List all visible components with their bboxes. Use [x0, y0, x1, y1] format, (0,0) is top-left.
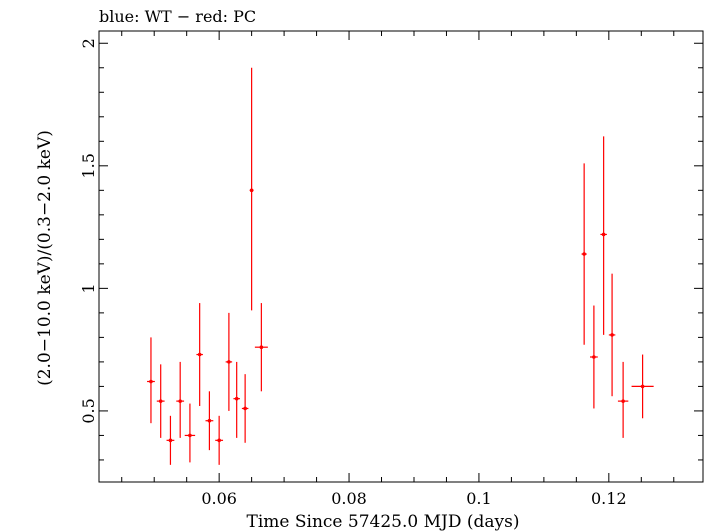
point-marker [582, 252, 586, 256]
x-tick-label: 0.12 [591, 489, 627, 508]
data-point [631, 354, 654, 419]
point-marker [178, 399, 182, 403]
plot-frame [98, 30, 704, 483]
y-axis-label: (2.0−10.0 keV)/(0.3−2.0 keV) [35, 130, 55, 386]
data-point [196, 303, 203, 407]
point-marker [610, 333, 614, 337]
data-point [617, 361, 629, 438]
point-marker [149, 379, 153, 384]
data-point [147, 337, 155, 424]
data-point [589, 305, 598, 409]
chart-title: blue: WT − red: PC [99, 7, 256, 26]
point-marker [234, 396, 239, 401]
data-point [166, 415, 175, 465]
point-marker [168, 438, 173, 443]
point-marker [621, 399, 625, 403]
y-tick-label: 0.5 [79, 398, 98, 423]
data-point [176, 361, 185, 438]
point-marker [243, 406, 247, 411]
point-marker [207, 418, 212, 423]
x-axis-label: Time Since 57425.0 MJD (days) [247, 512, 520, 532]
data-point [205, 391, 214, 451]
data-point [254, 303, 268, 392]
y-axis: 0.5 1 1.5 2 [79, 38, 703, 461]
data-point [184, 403, 196, 463]
data-point [608, 273, 616, 397]
point-marker [188, 433, 192, 438]
point-marker [601, 232, 606, 237]
data-point [225, 312, 233, 411]
data-point [581, 163, 587, 345]
point-marker [217, 438, 221, 443]
y-tick-label: 1 [79, 283, 98, 293]
x-tick-label: 0.1 [466, 489, 491, 508]
point-marker [592, 355, 596, 359]
x-tick-label: 0.06 [201, 489, 237, 508]
data-point [156, 364, 165, 438]
x-tick-label: 0.08 [331, 489, 367, 508]
data-point [600, 136, 607, 335]
data-point [241, 374, 249, 443]
data-point [233, 361, 240, 438]
point-marker [197, 352, 202, 357]
y-tick-label: 1.5 [79, 153, 98, 178]
point-marker [249, 188, 254, 193]
point-marker [227, 360, 231, 364]
y-tick-label: 2 [79, 38, 98, 48]
data-point [215, 415, 224, 465]
data-point [249, 67, 254, 311]
point-marker [640, 384, 645, 389]
data-series-pc [147, 67, 654, 465]
x-axis: 0.06 0.08 0.1 0.12 [121, 31, 675, 508]
point-marker [259, 345, 264, 349]
point-marker [158, 399, 163, 403]
